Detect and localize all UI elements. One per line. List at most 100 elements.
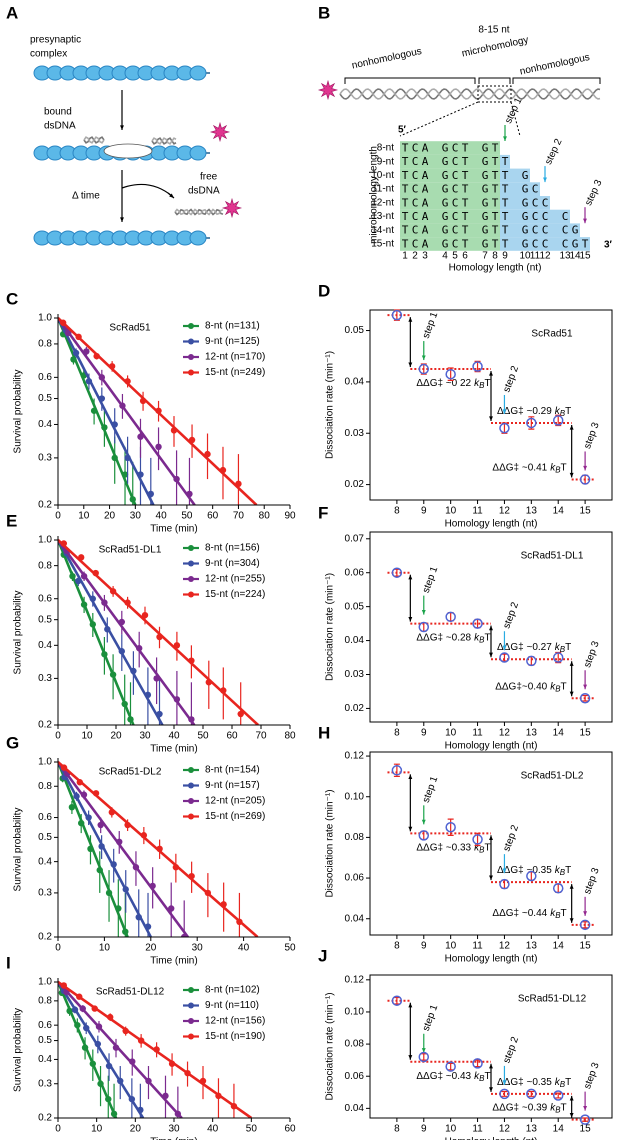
fit-line [58,539,259,725]
data-point [155,407,162,414]
error-bar [447,818,454,836]
y-axis-label: Survival probability [13,1008,24,1092]
energy-unit-t: T [484,632,490,643]
data-point [499,422,510,434]
data-point [499,652,510,663]
time-label: Δ time [72,191,100,202]
x-tick-label: 50 [284,943,296,954]
column-number: 3 [422,251,428,262]
data-point [173,642,181,649]
x-tick-label: 13 [526,728,538,739]
legend-label: 12-nt (n=205) [205,796,265,807]
annotation-text: ΔΔG‡ ~0.35 [497,865,552,876]
panel-letter: H [318,723,330,742]
x-tick-label: 11 [472,941,483,952]
y-tick-label: 0.2 [38,500,52,511]
fluorophore [317,79,339,101]
data-point [188,657,195,664]
data-point [156,710,163,718]
x-tick-label: 15 [580,506,592,517]
error-bar [447,612,454,622]
y-tick-label: 0.4 [38,419,52,430]
matched-cells [400,141,500,155]
data-point [141,611,149,619]
x-tick-label: 12 [499,728,511,739]
x-tick-label: 40 [168,731,180,742]
delta-arrow-head [489,371,493,376]
x-tick-label: 40 [238,943,250,954]
legend-marker [188,354,194,360]
column-number: 10 [519,251,531,262]
y-tick-label: 0.04 [345,1103,365,1114]
data-point [230,1102,238,1110]
fluorophore [221,197,243,219]
delta-arrow-head [408,1055,413,1060]
x-tick-label: 10 [99,943,111,954]
error-bar [474,1059,481,1068]
error-bar [501,1090,508,1097]
y-axis-label: Dissociation rate (min⁻¹) [325,992,336,1100]
annotation-text: ΔΔG‡~0.40 [495,681,547,692]
data-point [98,395,106,402]
delta-arrow-head [489,652,493,658]
data-point [89,1060,97,1067]
data-point [215,1092,222,1100]
chart-title: ScRad51-DL1 [99,545,162,556]
data-point [104,626,111,633]
delta-arrow-head [489,416,493,421]
sequence: TCA GCT GTT GC [402,183,542,196]
data-point [72,349,80,357]
data-point [172,864,180,871]
fit-line [58,981,145,1118]
zoom-line [510,101,521,137]
y-tick-label: 0.05 [345,601,365,612]
energy-unit-k: k [555,642,561,653]
energy-annotation: ΔΔG‡ ~0.29 kBT [497,406,571,418]
legend-marker [188,576,194,582]
step-arrow-head [421,355,426,361]
data-point [97,821,104,829]
data-point [188,716,195,723]
error-bar [501,653,508,662]
x-tick-label: 14 [553,506,565,517]
y-tick-label: 0.6 [38,593,52,604]
chart-title: ScRad51-DL12 [96,987,165,998]
data-point [140,832,148,839]
energy-unit-k: k [474,632,480,643]
y-tick-label: 1.0 [38,313,52,324]
data-point [552,415,564,426]
data-point [105,889,113,897]
x-tick-label: 0 [55,1124,61,1135]
process-arrow-head [120,217,124,222]
column-number: 4 [442,251,448,262]
data-point [110,861,117,868]
energy-unit-k: k [550,462,556,473]
y-tick-label: 0.04 [345,913,365,924]
x-tick-label: 15 [580,941,592,952]
data-point [391,309,403,321]
plot-area [58,761,259,937]
legend-marker [188,1018,194,1024]
fit-line [58,981,183,1118]
sequence: TCA GCT GTT GCC CGT [402,237,592,250]
data-point [124,821,131,829]
data-point [98,374,106,381]
error-bar [393,996,400,1005]
y-tick-label: 0.8 [38,781,52,792]
energy-unit-t: T [565,865,571,876]
legend-marker [188,798,194,804]
delta-arrow-head [569,691,574,697]
energy-unit-b: B [560,868,566,877]
bound-label: dsDNA [44,121,76,132]
step-label: step 2 [501,600,521,630]
step-arrow-head [503,136,507,141]
y-tick-label: 1.0 [38,757,52,768]
energy-unit-k: k [474,842,480,853]
data-point [499,1088,510,1100]
y-tick-label: 0.12 [345,751,365,762]
sequence: TCA GCT GTT GCC [402,196,552,209]
data-point [579,693,591,704]
data-point [391,995,403,1006]
data-point [81,1044,89,1051]
y-tick-label: 0.08 [345,1039,365,1050]
